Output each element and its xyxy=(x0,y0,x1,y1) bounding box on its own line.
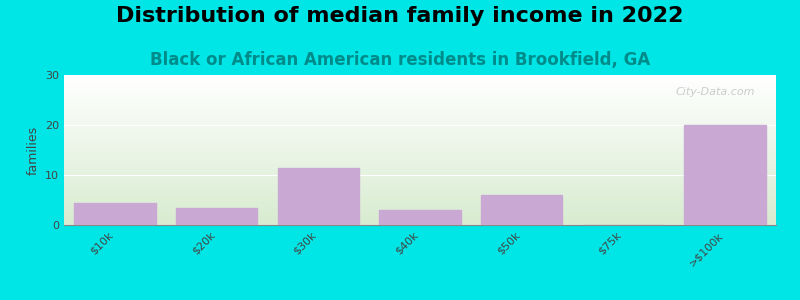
Bar xyxy=(74,202,155,225)
Y-axis label: families: families xyxy=(26,125,39,175)
Bar xyxy=(481,195,562,225)
Text: City-Data.com: City-Data.com xyxy=(675,87,754,97)
Bar xyxy=(685,125,766,225)
Bar xyxy=(176,208,258,225)
Text: Black or African American residents in Brookfield, GA: Black or African American residents in B… xyxy=(150,51,650,69)
Bar xyxy=(379,210,461,225)
Bar xyxy=(278,167,359,225)
Text: Distribution of median family income in 2022: Distribution of median family income in … xyxy=(116,6,684,26)
